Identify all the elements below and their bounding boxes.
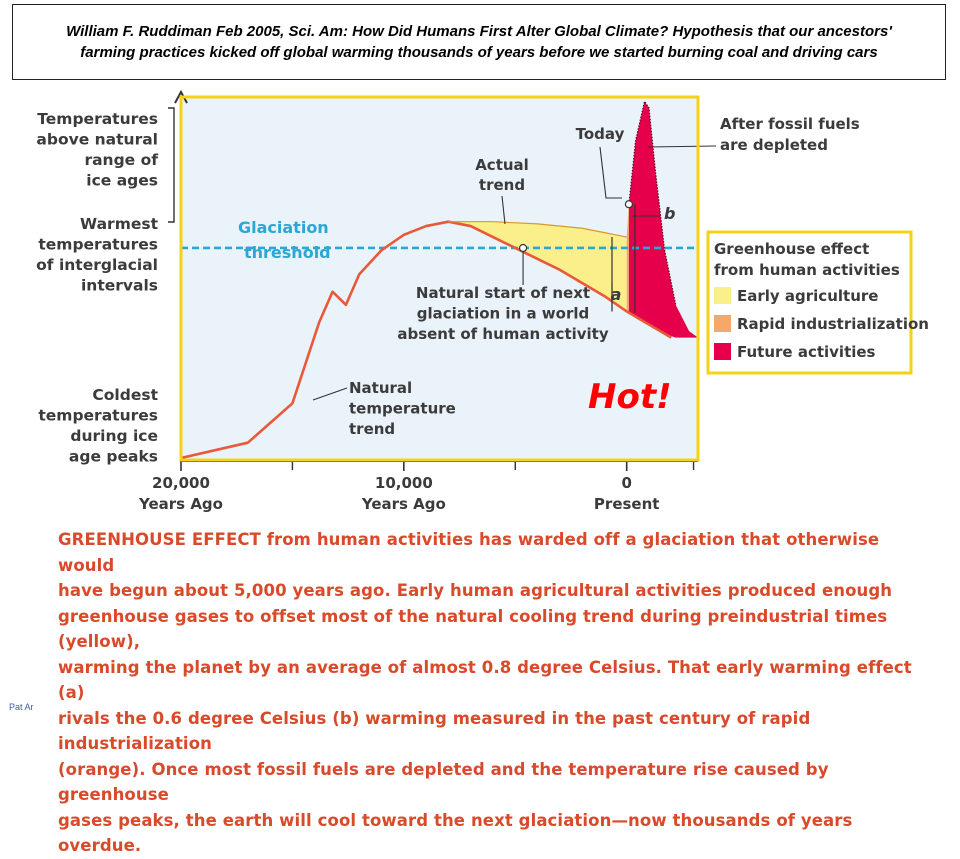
y-axis-label: Temperatures [37, 110, 158, 128]
fossil-label: After fossil fuels [720, 115, 860, 133]
y-axis-label: age peaks [69, 448, 158, 466]
fossil-label: are depleted [720, 136, 828, 154]
natural-trend-label: Natural [349, 379, 412, 397]
today-marker [624, 200, 634, 209]
title-box: William F. Ruddiman Feb 2005, Sci. Am: H… [12, 4, 946, 80]
legend-item-label: Early agriculture [737, 287, 878, 305]
x-tick-sublabel: Years Ago [138, 495, 223, 513]
y-axis-label: intervals [81, 277, 158, 295]
legend-swatch [714, 343, 731, 360]
legend-swatch [714, 315, 731, 332]
footer-text: Pat Ar [9, 702, 34, 712]
legend-box [706, 230, 913, 375]
natural-trend-label: trend [349, 420, 395, 438]
legend-item-label: Rapid industrialization [737, 315, 929, 333]
natural-trend-leader [312, 387, 348, 401]
y-axis-label: temperatures [38, 236, 158, 254]
today-leader [599, 146, 622, 199]
fossil-leader [647, 145, 717, 148]
legend-title: from human activities [714, 261, 900, 279]
x-tick-label: 0 [621, 474, 631, 492]
natural-trend-label: temperature [349, 400, 456, 418]
caption-line: GREENHOUSE EFFECT from human activities … [58, 530, 880, 575]
x-tick-sublabel: Present [594, 495, 660, 513]
legend-title: Greenhouse effect [714, 240, 869, 258]
natural-start-label: Natural start of next [416, 284, 590, 302]
caption-line: gases peaks, the earth will cool toward … [58, 810, 853, 856]
industrialization-area [626, 204, 629, 313]
hot-label: Hot! [588, 377, 672, 417]
today-label: Today [576, 125, 625, 143]
y-axis-label: Coldest [92, 386, 158, 404]
b-label: b [664, 204, 675, 223]
legend-item-label: Future activities [737, 343, 876, 361]
future-peak-outline [628, 99, 677, 305]
natural-start-label: absent of human activity [397, 325, 609, 343]
y-axis-label: above natural [36, 131, 158, 149]
caption-line: rivals the 0.6 degree Celsius (b) warmin… [58, 708, 811, 754]
title-line-1: William F. Ruddiman Feb 2005, Sci. Am: H… [66, 23, 892, 40]
legend-swatch [714, 287, 731, 304]
actual-trend-label: trend [479, 176, 525, 194]
x-tick-label: 20,000 [152, 474, 210, 492]
actual-trend-leader [501, 195, 506, 225]
x-tick-label: 10,000 [375, 474, 433, 492]
actual-trend-line [448, 221, 627, 238]
x-tick-sublabel: Years Ago [361, 495, 446, 513]
caption-line: warming the planet by an average of almo… [58, 657, 912, 703]
future-activities-area [628, 101, 698, 338]
caption-line: (orange). Once most fossil fuels are dep… [58, 759, 829, 805]
y-axis-label: Warmest [80, 215, 159, 233]
y-axis-label: of interglacial [36, 256, 158, 274]
areas-layer [448, 99, 698, 338]
x-ticks-layer: 20,000 Years Ago 10,000 Years Ago 0 Present [138, 461, 695, 513]
y-axis-label: ice ages [86, 172, 158, 190]
y-axis-arrow [174, 89, 188, 104]
y-axis-label: range of [84, 151, 158, 169]
legend: Greenhouse effect from human activities Ea… [706, 230, 929, 375]
title-text: William F. Ruddiman Feb 2005, Sci. Am: H… [56, 21, 902, 63]
natural-start-label: glaciation in a world [417, 305, 590, 323]
natural-start-marker [518, 243, 528, 253]
actual-trend-label: Actual [475, 156, 529, 174]
a-label: a [611, 285, 622, 304]
caption: GREENHOUSE EFFECT from human activities … [58, 527, 938, 859]
plot-frame [179, 95, 700, 462]
climate-chart: 20,000 Years Ago 10,000 Years Ago 0 Present T… [36, 89, 929, 513]
glaciation-threshold-label: threshold [244, 243, 331, 262]
y-axis-bracket [168, 107, 175, 223]
title-line-2: farming practices kicked off global warm… [80, 44, 878, 61]
caption-line: greenhouse gases to offset most of the n… [58, 606, 888, 652]
annotations-layer: Glaciation threshold Actual trend Natural st… [238, 115, 860, 438]
glaciation-threshold-label: Glaciation [238, 218, 329, 237]
y-axis-label: temperatures [38, 407, 158, 425]
early-agriculture-area [448, 221, 627, 312]
y-axis-label: during ice [70, 427, 158, 445]
caption-line: have begun about 5,000 years ago. Early … [58, 581, 893, 600]
y-labels-layer: Temperatures above natural range of ice age… [36, 110, 158, 466]
